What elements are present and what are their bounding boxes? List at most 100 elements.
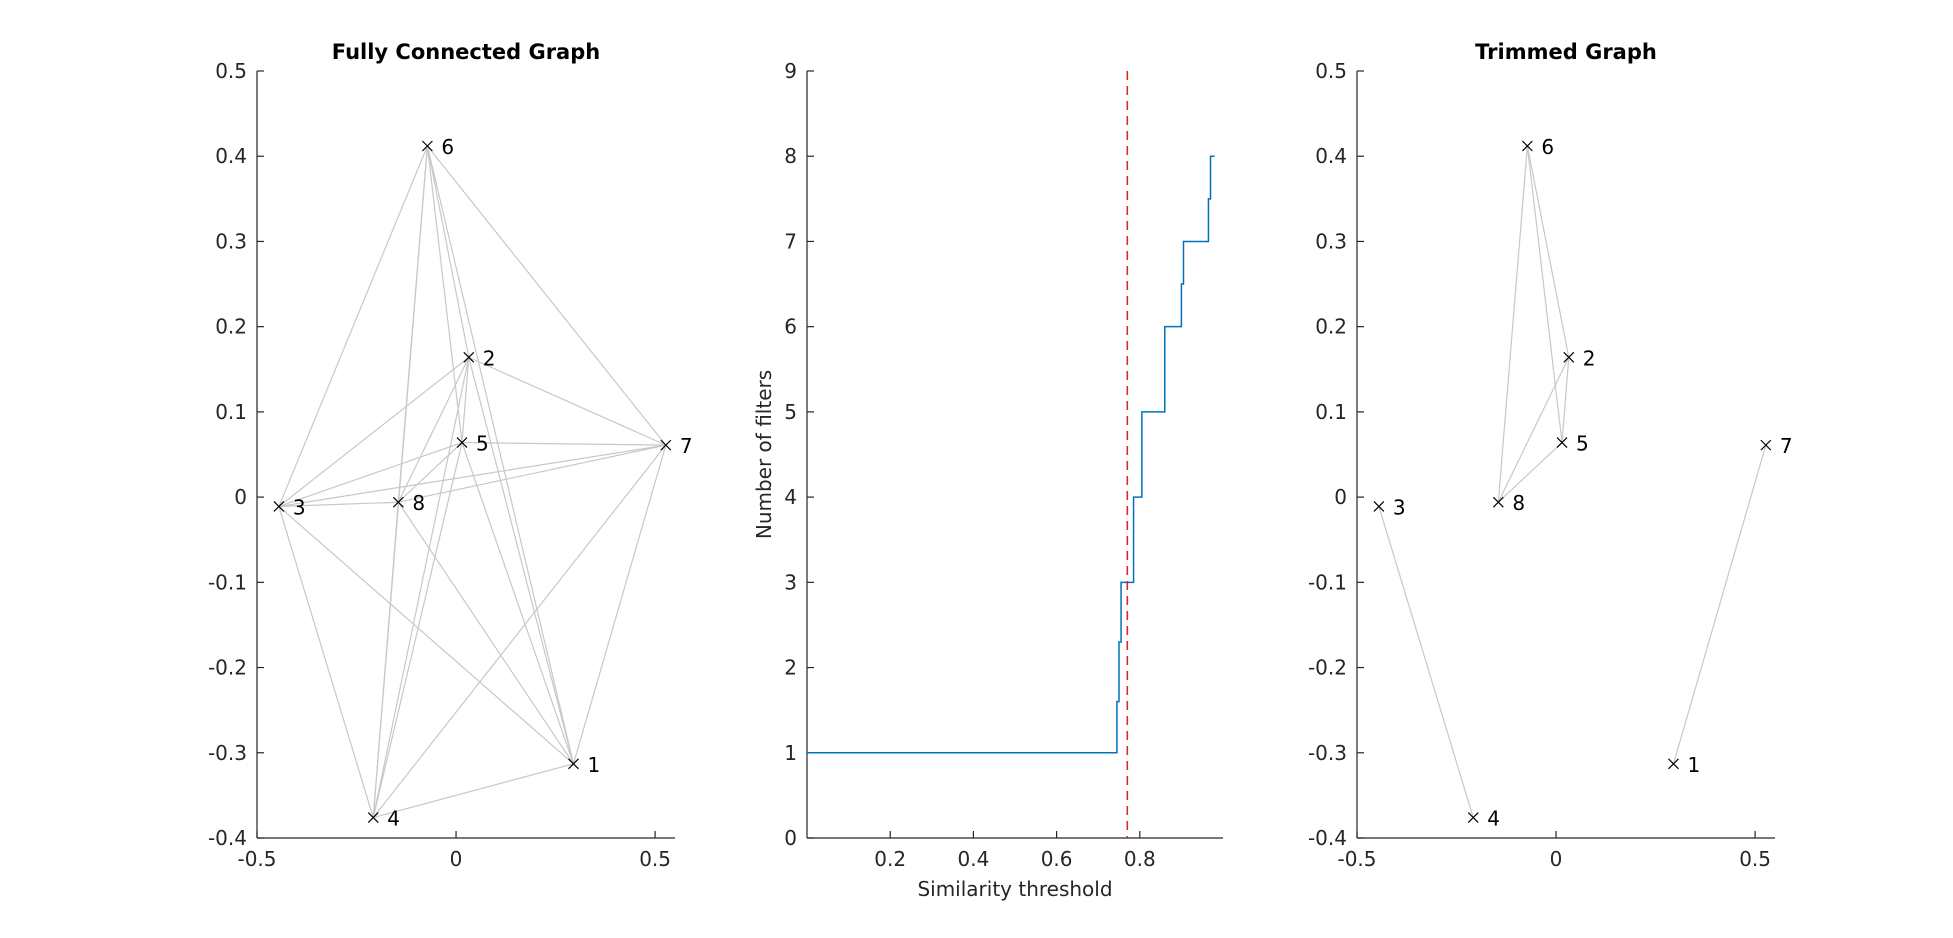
graph-edge: [278, 506, 374, 818]
x-tick-label: 0: [1550, 847, 1563, 871]
y-tick-label: 0.1: [1315, 400, 1347, 424]
x-tick-label: 0.5: [639, 847, 671, 871]
y-tick-label: -0.2: [1308, 656, 1347, 680]
graph-edge: [1497, 145, 1528, 503]
y-tick-label: -0.4: [208, 826, 247, 850]
node-marker: [456, 437, 468, 448]
graph-edge: [1526, 145, 1570, 358]
marker-stroke: [1467, 812, 1479, 823]
graph-edge: [372, 502, 399, 818]
trimmed-graph-panel: -0.4 -0.3 -0.2 -0.1 0 0.1 0.2 0.3 0.4 0.5 -0.5 0 0.5…: [1308, 40, 1793, 871]
y-tick-label: 4: [784, 485, 797, 509]
y-tick-label: 0.2: [1315, 315, 1347, 339]
node-label: 5: [1576, 432, 1589, 456]
y-tick-label: 5: [784, 400, 797, 424]
node-marker: [273, 501, 285, 512]
threshold-plot-panel: 0 1 2 3 4 5 6 7 8 9 0.2 0.4 0.6 0.8 Similarity thresho…: [752, 59, 1223, 901]
node-marker: [1373, 501, 1385, 512]
graph-edge: [1378, 506, 1474, 818]
graph-edge: [397, 145, 428, 503]
y-tick-label: 0: [234, 485, 247, 509]
marker-stroke: [568, 758, 579, 770]
node-marker: [392, 496, 404, 508]
graph-edge: [278, 442, 463, 508]
graph-edge: [426, 145, 463, 443]
graph-edge: [397, 442, 463, 503]
marker-stroke: [421, 140, 433, 152]
y-tick-label: 1: [784, 741, 797, 765]
y-tick-label: 6: [784, 315, 797, 339]
graph-edge: [398, 444, 666, 503]
marker-stroke: [1760, 439, 1772, 451]
graph-edge: [278, 501, 399, 508]
marker-stroke: [1556, 437, 1568, 448]
x-tick-label: 0.8: [1124, 847, 1156, 871]
y-tick-label: -0.1: [208, 570, 247, 594]
node-marker: [660, 439, 672, 451]
x-tick-label: -0.5: [1337, 847, 1376, 871]
node-label: 1: [1687, 753, 1700, 777]
marker-stroke: [463, 351, 475, 363]
node-marker: [568, 758, 579, 770]
y-tick-label: 0: [784, 826, 797, 850]
graph-edge: [426, 145, 470, 358]
node-label: 3: [293, 495, 306, 519]
panel-title: Fully Connected Graph: [332, 40, 600, 64]
series-line: [807, 155, 1215, 754]
y-tick-label: 7: [784, 229, 797, 253]
graph-edge: [461, 357, 470, 443]
graph-edge: [468, 356, 667, 446]
node-label: 7: [1780, 434, 1793, 458]
y-tick-label: 0.4: [1315, 144, 1347, 168]
x-tick-label: 0.5: [1739, 847, 1771, 871]
node-marker: [1668, 758, 1679, 770]
marker-stroke: [367, 812, 379, 823]
y-tick-label: -0.4: [1308, 826, 1347, 850]
y-tick-label: 0.4: [215, 144, 247, 168]
node-marker: [367, 812, 379, 823]
node-label: 4: [387, 807, 400, 831]
node-label: 4: [1487, 807, 1500, 831]
marker-stroke: [1492, 496, 1504, 508]
graph-edge: [397, 357, 470, 503]
node-marker: [1563, 351, 1575, 363]
graph-edge: [572, 444, 667, 765]
y-tick-label: -0.2: [208, 656, 247, 680]
graph-edge: [372, 357, 470, 818]
node-marker: [1467, 812, 1479, 823]
graph-edge: [372, 444, 667, 818]
node-marker: [463, 351, 475, 363]
graph-edge: [278, 506, 574, 765]
node-label: 6: [1541, 135, 1554, 159]
x-tick-label: 0.4: [957, 847, 989, 871]
marker-stroke: [273, 501, 285, 512]
graph-edge: [278, 444, 666, 508]
x-tick-label: 0.2: [874, 847, 906, 871]
y-tick-label: 0: [1334, 485, 1347, 509]
y-axis-title: Number of filters: [752, 370, 776, 539]
y-tick-label: 9: [784, 59, 797, 83]
node-label: 5: [476, 432, 489, 456]
marker-stroke: [1521, 140, 1533, 152]
node-label: 1: [587, 753, 600, 777]
node-label: 8: [412, 491, 425, 515]
node-label: 6: [441, 135, 454, 159]
fully-connected-graph-panel: -0.4 -0.3 -0.2 -0.1 0 0.1 0.2 0.3 0.4 0.5 -0.5 0 0.5…: [208, 40, 693, 871]
x-axis-title: Similarity threshold: [917, 877, 1112, 901]
x-tick-label: 0: [450, 847, 463, 871]
y-tick-label: 0.5: [215, 59, 247, 83]
marker-stroke: [1373, 501, 1385, 512]
marker-stroke: [660, 439, 672, 451]
node-label: 8: [1512, 491, 1525, 515]
graph-edge: [1672, 444, 1767, 765]
graph-edge: [372, 442, 463, 818]
y-tick-label: 0.5: [1315, 59, 1347, 83]
y-tick-label: 0.3: [215, 229, 247, 253]
node-label: 7: [680, 434, 693, 458]
marker-stroke: [1668, 758, 1679, 770]
graph-edge: [1497, 442, 1563, 503]
y-tick-label: 0.1: [215, 400, 247, 424]
y-tick-label: 8: [784, 144, 797, 168]
graph-edge: [373, 763, 574, 819]
